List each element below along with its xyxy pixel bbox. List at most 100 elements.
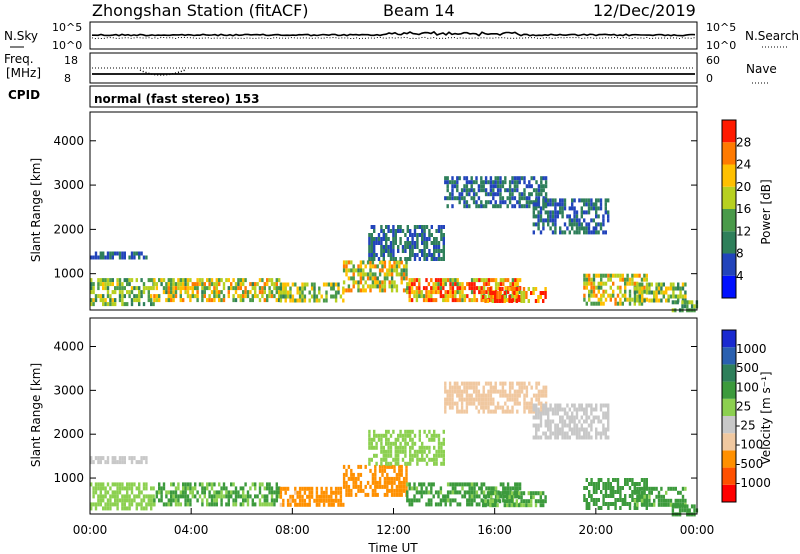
data-cell	[641, 290, 644, 295]
data-cell	[458, 482, 462, 487]
data-cell	[587, 202, 591, 207]
data-cell	[475, 298, 479, 303]
data-cell	[518, 196, 521, 201]
data-cell	[222, 298, 226, 303]
data-cell	[196, 490, 199, 495]
data-cell	[366, 480, 370, 485]
data-cell	[350, 268, 353, 273]
data-cell	[604, 210, 607, 215]
data-cell	[489, 385, 493, 390]
data-cell	[554, 403, 557, 408]
data-cell	[104, 302, 107, 307]
data-cell	[386, 480, 389, 485]
data-cell	[279, 290, 283, 295]
data-cell	[332, 286, 335, 291]
data-cell	[528, 200, 531, 205]
data-cell	[460, 381, 464, 386]
data-cell	[325, 494, 328, 499]
data-cell	[179, 298, 182, 303]
data-cell	[515, 491, 518, 496]
data-cell	[486, 491, 490, 496]
data-cell	[410, 282, 414, 287]
data-cell	[478, 494, 481, 499]
data-cell	[325, 282, 328, 287]
data-cell	[590, 218, 593, 223]
data-cell	[499, 176, 502, 181]
data-cell	[138, 460, 141, 465]
data-cell	[537, 214, 540, 219]
data-cell	[440, 229, 443, 233]
data-cell	[177, 502, 180, 507]
data-cell	[607, 486, 610, 490]
data-cell	[411, 441, 414, 446]
data-cell	[114, 460, 117, 465]
data-cell	[435, 461, 438, 466]
data-cell	[444, 381, 447, 386]
data-cell	[537, 423, 540, 428]
data-cell	[508, 409, 512, 414]
data-cell	[332, 490, 335, 495]
data-cell	[273, 294, 276, 299]
data-cell	[475, 286, 479, 291]
data-cell	[313, 298, 316, 303]
data-cell	[508, 499, 511, 504]
data-cell	[578, 403, 581, 408]
data-cell	[189, 278, 192, 283]
data-cell	[118, 251, 122, 256]
data-cell	[454, 490, 457, 495]
data-cell	[475, 389, 478, 394]
data-cell	[104, 506, 107, 511]
data-cell	[430, 498, 433, 503]
data-cell	[480, 176, 483, 181]
data-cell	[390, 464, 394, 469]
data-cell	[104, 286, 107, 291]
data-cell	[537, 499, 540, 504]
data-cell	[501, 200, 505, 205]
data-cell	[90, 298, 93, 303]
data-cell	[401, 245, 405, 249]
data-cell	[411, 253, 414, 257]
data-cell	[595, 198, 598, 203]
data-cell	[230, 482, 233, 487]
data-cell	[150, 494, 153, 499]
data-cell	[583, 277, 586, 282]
data-cell	[628, 277, 632, 282]
data-cell	[458, 490, 462, 495]
data-cell	[638, 294, 641, 299]
data-cell	[366, 284, 370, 289]
data-cell	[465, 393, 469, 398]
data-cell	[549, 423, 552, 428]
data-cell	[138, 486, 141, 491]
data-cell	[435, 241, 438, 245]
data-cell	[170, 298, 173, 303]
data-cell	[256, 282, 259, 287]
data-cell	[475, 385, 478, 390]
data-cell	[494, 204, 497, 209]
data-cell	[182, 278, 185, 283]
data-cell	[532, 291, 535, 295]
data-cell	[104, 502, 107, 507]
data-cell	[487, 294, 491, 299]
data-cell	[427, 290, 431, 295]
data-cell	[590, 230, 593, 235]
data-cell	[514, 298, 517, 303]
data-cell	[489, 287, 492, 291]
data-cell	[487, 486, 491, 491]
data-cell	[544, 202, 547, 207]
data-cell	[504, 381, 507, 386]
data-cell	[138, 490, 141, 495]
data-cell	[607, 502, 610, 506]
data-cell	[389, 229, 393, 233]
data-cell	[549, 202, 552, 207]
data-cell	[357, 476, 360, 481]
data-cell	[118, 456, 122, 461]
data-cell	[347, 476, 351, 481]
data-cell	[489, 188, 493, 193]
data-cell	[444, 290, 447, 295]
data-cell	[597, 419, 600, 424]
data-cell	[177, 482, 180, 487]
data-cell	[463, 176, 466, 181]
data-cell	[393, 488, 396, 493]
data-cell	[121, 456, 124, 461]
